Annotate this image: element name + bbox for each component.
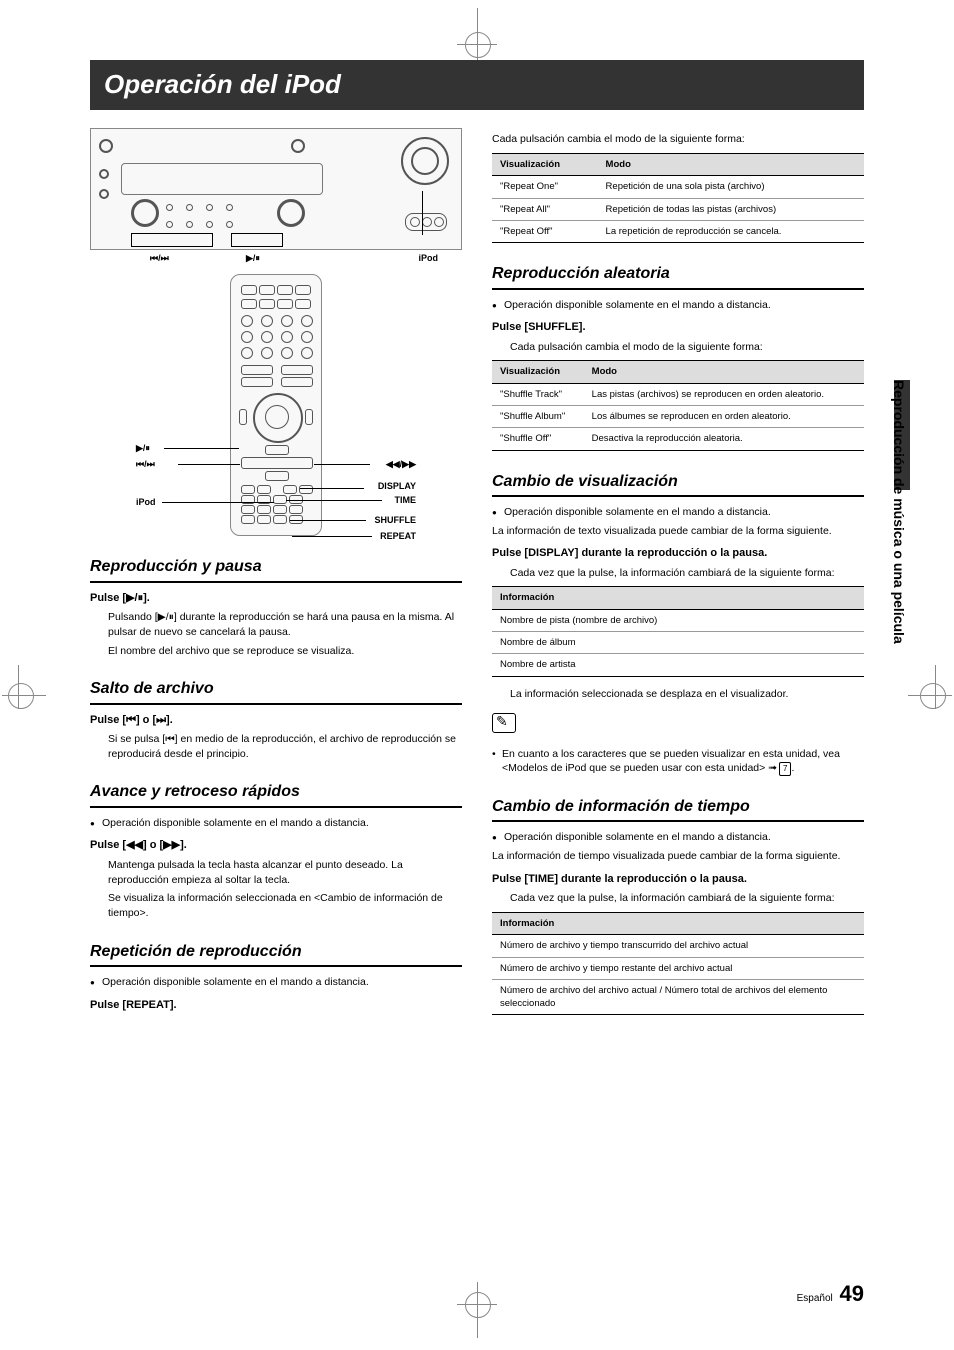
display-sub: Pulse [DISPLAY] durante la reproducción …	[492, 546, 864, 561]
ffrw-sub: Pulse [◀◀] o [▶▶].	[90, 838, 462, 853]
shuffle-intro: Cada pulsación cambia el modo de la sigu…	[510, 340, 864, 355]
display-after: La información seleccionada se desplaza …	[510, 687, 864, 702]
table-cell: "Repeat One"	[492, 176, 598, 198]
table-cell: Número de archivo y tiempo restante del …	[492, 957, 864, 979]
repeat-intro: Cada pulsación cambia el modo de la sigu…	[492, 132, 864, 147]
remote-seek-label: ◀◀/▶▶	[386, 458, 416, 471]
table-cell: "Shuffle Track"	[492, 383, 584, 405]
remote-diagram	[230, 274, 322, 536]
right-column: Cada pulsación cambia el modo de la sigu…	[492, 128, 864, 1025]
shuffle-th1: Visualización	[492, 361, 584, 383]
play-pause-p1: Pulsando [▶/⏸] durante la reproducción s…	[108, 610, 462, 639]
time-table: Información Número de archivo y tiempo t…	[492, 912, 864, 1015]
table-cell: Repetición de todas las pistas (archivos…	[598, 198, 864, 220]
diagram-play-label: ▶/⏸	[246, 252, 260, 265]
remote-shuffle-label: SHUFFLE	[375, 514, 417, 527]
table-cell: Nombre de pista (nombre de archivo)	[492, 609, 864, 631]
play-pause-p2: El nombre del archivo que se reproduce s…	[108, 644, 462, 659]
remote-display-label: DISPLAY	[378, 480, 416, 493]
left-column: ⏮/⏭ ▶/⏸ iPod	[90, 128, 462, 1025]
play-pause-sub: Pulse [▶/⏸].	[90, 591, 462, 606]
table-cell: Repetición de una sola pista (archivo)	[598, 176, 864, 198]
page-title: Operación del iPod	[90, 60, 864, 110]
table-cell: Número de archivo del archivo actual / N…	[492, 979, 864, 1015]
repeat-sub: Pulse [REPEAT].	[90, 998, 462, 1013]
remote-diagram-wrap: ▶/⏸ ⏮/⏭ iPod ◀◀/▶▶ DISPLAY TIME SHUFFLE …	[136, 274, 416, 536]
ffrw-avail: Operación disponible solamente en el man…	[90, 816, 462, 831]
footer-lang: Español	[797, 1293, 833, 1304]
time-th1: Información	[492, 912, 864, 934]
section-time-heading: Cambio de información de tiempo	[492, 796, 864, 822]
footer-page-number: 49	[840, 1281, 864, 1306]
repeat-th1: Visualización	[492, 154, 598, 176]
remote-time-label: TIME	[395, 494, 417, 507]
shuffle-sub: Pulse [SHUFFLE].	[492, 320, 864, 335]
time-p1: La información de tiempo visualizada pue…	[492, 849, 864, 864]
ffrw-p1: Mantenga pulsada la tecla hasta alcanzar…	[108, 858, 462, 887]
remote-skip-label: ⏮/⏭	[136, 458, 155, 471]
display-note: • En cuanto a los caracteres que se pued…	[492, 747, 864, 776]
time-intro: Cada vez que la pulse, la información ca…	[510, 891, 864, 906]
section-repeat-heading: Repetición de reproducción	[90, 941, 462, 967]
display-table: Información Nombre de pista (nombre de a…	[492, 586, 864, 676]
skip-sub: Pulse [⏮] o [⏭].	[90, 713, 462, 728]
device-diagram	[90, 128, 462, 250]
table-cell: Nombre de álbum	[492, 632, 864, 654]
note-icon	[492, 713, 516, 733]
section-ffrw-heading: Avance y retroceso rápidos	[90, 781, 462, 807]
remote-repeat-label: REPEAT	[380, 530, 416, 543]
page-footer: Español 49	[797, 1279, 864, 1310]
section-display-heading: Cambio de visualización	[492, 471, 864, 497]
table-cell: "Repeat All"	[492, 198, 598, 220]
table-cell: "Shuffle Off"	[492, 428, 584, 450]
display-pageref: 7	[779, 762, 791, 775]
table-cell: La repetición de reproducción se cancela…	[598, 220, 864, 242]
repeat-table: VisualizaciónModo "Repeat One"Repetición…	[492, 153, 864, 243]
table-cell: Los álbumes se reproducen en orden aleat…	[584, 406, 864, 428]
section-play-pause-heading: Reproducción y pausa	[90, 556, 462, 582]
remote-ipod-label: iPod	[136, 496, 156, 509]
table-cell: Número de archivo y tiempo transcurrido …	[492, 935, 864, 957]
table-cell: "Repeat Off"	[492, 220, 598, 242]
display-p1: La información de texto visualizada pued…	[492, 524, 864, 539]
repeat-avail: Operación disponible solamente en el man…	[90, 975, 462, 990]
display-intro: Cada vez que la pulse, la información ca…	[510, 566, 864, 581]
remote-play-label: ▶/⏸	[136, 442, 150, 455]
shuffle-avail: Operación disponible solamente en el man…	[492, 298, 864, 313]
display-note-tail: .	[791, 762, 794, 774]
table-cell: Las pistas (archivos) se reproducen en o…	[584, 383, 864, 405]
diagram-ipod-label: iPod	[419, 252, 439, 265]
repeat-th2: Modo	[598, 154, 864, 176]
ffrw-p2: Se visualiza la información seleccionada…	[108, 891, 462, 920]
time-avail: Operación disponible solamente en el man…	[492, 830, 864, 845]
shuffle-table: VisualizaciónModo "Shuffle Track"Las pis…	[492, 360, 864, 450]
table-cell: "Shuffle Album"	[492, 406, 584, 428]
time-sub: Pulse [TIME] durante la reproducción o l…	[492, 872, 864, 887]
table-cell: Nombre de artista	[492, 654, 864, 676]
diagram-skip-label: ⏮/⏭	[150, 252, 169, 265]
shuffle-th2: Modo	[584, 361, 864, 383]
skip-p1: Si se pulsa [⏮] en medio de la reproducc…	[108, 732, 462, 761]
table-cell: Desactiva la reproducción aleatoria.	[584, 428, 864, 450]
section-skip-heading: Salto de archivo	[90, 678, 462, 704]
section-shuffle-heading: Reproducción aleatoria	[492, 263, 864, 289]
display-th1: Información	[492, 587, 864, 609]
display-avail: Operación disponible solamente en el man…	[492, 505, 864, 520]
